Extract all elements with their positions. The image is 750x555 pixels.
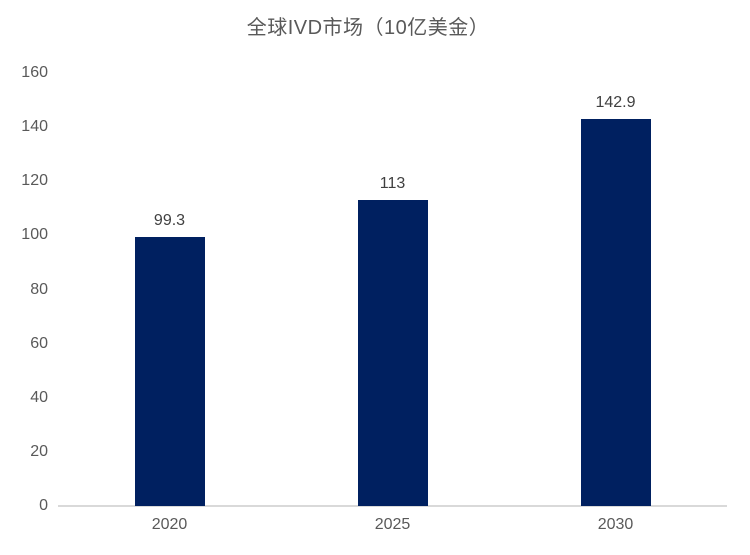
x-axis: 2020 2025 2030 [58,515,727,539]
chart-title: 全球IVD市场（10亿美金） [246,17,490,39]
x-tick-label-2030: 2030 [597,516,634,533]
y-tick-label: 20 [30,442,48,460]
y-tick-label: 160 [21,64,48,81]
plot-area: 99.3 113 142.9 [58,73,727,507]
y-tick-label: 40 [30,388,48,406]
x-tick-label-2020: 2020 [151,516,188,533]
y-tick-label: 80 [30,280,48,298]
bar-2030 [580,119,651,506]
y-tick-label: 120 [21,172,48,190]
data-label-2020: 99.3 [153,212,186,230]
y-axis: 0 20 40 60 80 100 120 140 160 [0,64,48,514]
bar-2020 [134,237,205,506]
x-axis-line [58,505,727,507]
bar-2025 [357,200,428,506]
y-tick-label: 60 [30,334,48,352]
data-label-2030: 142.9 [595,94,636,112]
y-tick-label: 140 [21,118,48,136]
y-tick-label: 100 [21,226,48,244]
y-tick-label: 0 [39,497,48,514]
x-tick-label-2025: 2025 [374,516,411,533]
data-label-2025: 113 [379,175,406,193]
